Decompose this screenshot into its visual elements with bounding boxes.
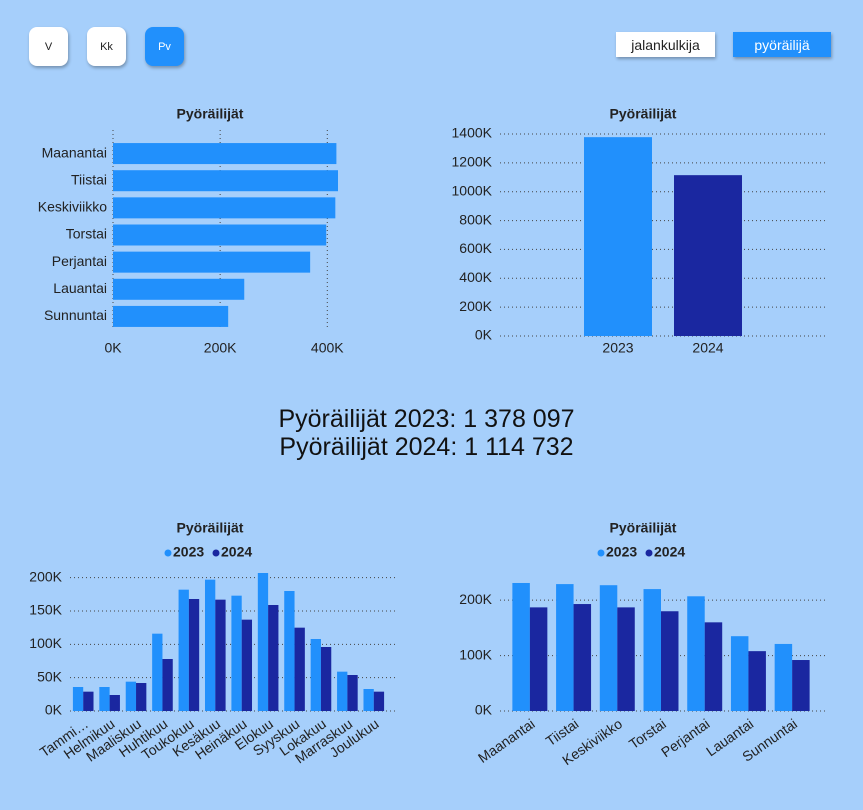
bar xyxy=(643,589,661,711)
legend-label: 2024 xyxy=(221,544,252,560)
y-tick-label: 0K xyxy=(475,702,493,718)
y-tick-label: 1200K xyxy=(452,154,493,170)
y-tick-label: Sunnuntai xyxy=(44,307,107,323)
chart-title: Pyöräilijät xyxy=(610,106,677,122)
x-tick-label: 0K xyxy=(104,340,122,356)
y-tick-label: 100K xyxy=(29,635,62,651)
bar xyxy=(162,659,173,711)
y-tick-label: 0K xyxy=(475,327,493,343)
bar xyxy=(113,143,337,165)
button[interactable]: pyöräilijä xyxy=(733,32,831,57)
bar xyxy=(136,683,147,711)
bar xyxy=(268,605,279,711)
x-tick-label: Perjantai xyxy=(658,715,712,760)
bar xyxy=(529,607,548,711)
bar xyxy=(284,591,295,711)
y-tick-label: Maanantai xyxy=(42,144,107,160)
x-tick-label: 400K xyxy=(311,340,344,356)
legend-marker xyxy=(212,549,220,557)
bar xyxy=(337,671,348,711)
legend-marker xyxy=(645,549,653,557)
legend-label: 2023 xyxy=(173,544,204,560)
bar xyxy=(72,687,84,711)
bar xyxy=(347,675,358,711)
x-tick-label: 200K xyxy=(204,340,237,356)
bar xyxy=(748,651,766,711)
y-tick-label: 200K xyxy=(29,568,62,584)
y-tick-label: 200K xyxy=(459,298,492,314)
y-tick-label: 200K xyxy=(459,591,492,607)
legend-marker xyxy=(597,549,605,557)
button[interactable]: jalankulkija xyxy=(616,32,715,57)
y-tick-label: 800K xyxy=(459,211,492,227)
y-tick-label: 0K xyxy=(45,702,63,718)
y-tick-label: 150K xyxy=(29,602,62,618)
bar xyxy=(83,691,94,711)
bar xyxy=(113,278,245,300)
bar xyxy=(99,687,110,711)
y-tick-label: 400K xyxy=(459,269,492,285)
y-tick-label: Keskiviikko xyxy=(38,199,107,215)
bar xyxy=(188,599,200,711)
bar xyxy=(573,604,592,711)
summary-line: Pyöräilijät 2023: 1 378 097 xyxy=(278,405,575,433)
legend-marker xyxy=(164,549,172,557)
bar xyxy=(363,689,374,711)
bar xyxy=(687,596,705,711)
y-tick-label: 1400K xyxy=(452,125,493,141)
bar xyxy=(113,224,327,246)
bar xyxy=(674,175,742,336)
bar xyxy=(215,599,226,711)
bar xyxy=(178,589,189,711)
bar xyxy=(661,611,679,711)
legend-label: 2024 xyxy=(654,544,685,560)
bar xyxy=(294,627,305,711)
bar xyxy=(113,170,338,192)
y-tick-label: Perjantai xyxy=(52,253,107,269)
button[interactable]: V xyxy=(29,27,68,66)
x-tick-label: Maanantai xyxy=(475,715,538,766)
bar xyxy=(730,636,749,711)
chart-title: Pyöräilijät xyxy=(610,520,677,536)
bar xyxy=(599,585,618,711)
bar xyxy=(257,573,269,711)
bar xyxy=(204,579,216,711)
y-tick-label: 50K xyxy=(37,668,63,684)
bar xyxy=(241,619,253,711)
bar xyxy=(152,633,163,711)
bar xyxy=(125,681,137,711)
bar xyxy=(310,639,321,711)
bar xyxy=(556,584,574,711)
y-tick-label: 600K xyxy=(459,240,492,256)
bar xyxy=(704,622,723,711)
bar xyxy=(617,607,635,711)
bar xyxy=(373,691,385,711)
chart-title: Pyöräilijät xyxy=(177,106,244,122)
y-tick-label: Tiistai xyxy=(71,171,107,187)
y-tick-label: 1000K xyxy=(452,182,493,198)
bar xyxy=(792,660,810,711)
bar xyxy=(320,647,332,711)
bar xyxy=(113,197,336,219)
bar xyxy=(512,582,530,711)
x-tick-label: 2023 xyxy=(602,340,633,356)
x-tick-label: 2024 xyxy=(692,340,723,356)
bar xyxy=(113,251,311,273)
y-tick-label: Torstai xyxy=(66,226,107,242)
y-tick-label: Lauantai xyxy=(53,280,107,296)
bar xyxy=(774,643,793,711)
bar xyxy=(584,137,652,336)
bar xyxy=(113,305,229,327)
bar xyxy=(231,595,242,711)
button[interactable]: Kk xyxy=(87,27,126,66)
bar xyxy=(109,695,120,711)
button[interactable]: Pv xyxy=(145,27,184,66)
chart-title: Pyöräilijät xyxy=(177,520,244,536)
legend-label: 2023 xyxy=(606,544,637,560)
y-tick-label: 100K xyxy=(459,646,492,662)
summary-line: Pyöräilijät 2024: 1 114 732 xyxy=(279,433,574,461)
